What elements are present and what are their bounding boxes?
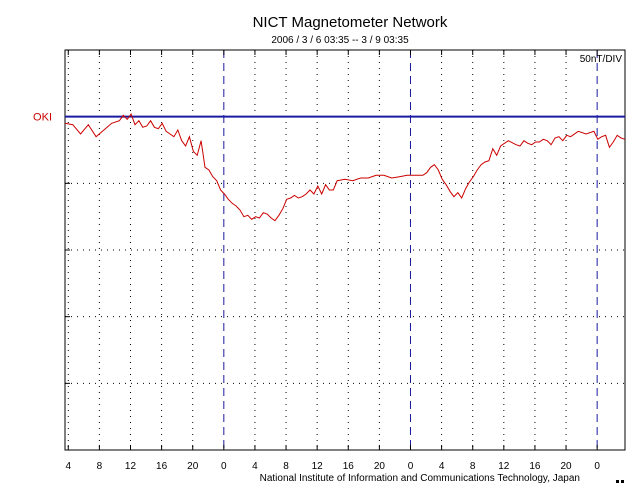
x-tick-label: 20 [187,461,199,472]
x-tick-label: 20 [560,461,572,472]
series-line-oki [64,112,626,222]
x-tick-label: 0 [594,461,600,472]
x-tick-label: 20 [374,461,386,472]
x-tick-label: 0 [408,461,414,472]
chart-title: NICT Magnetometer Network [253,14,448,31]
x-tick-label: 16 [343,461,355,472]
x-tick-label: 12 [125,461,137,472]
x-tick-label: 4 [252,461,258,472]
x-tick-label: 12 [312,461,324,472]
scale-label: 50nT/DIV [580,54,623,65]
x-tick-label: 8 [283,461,289,472]
corner-mark [616,480,624,483]
plot-frame [64,49,626,451]
x-tick-label: 0 [221,461,227,472]
grid-lines [65,50,625,450]
x-tick-label: 16 [156,461,168,472]
x-tick-label: 12 [498,461,510,472]
x-tick-label: 8 [470,461,476,472]
x-tick-label: 16 [529,461,541,472]
day-boundary-lines [223,50,598,450]
station-label-oki: OKI [33,112,52,124]
x-tick-label: 4 [439,461,445,472]
x-tick-label: 4 [65,461,71,472]
x-axis-ticks: 4 8 12 16 20 0 4 8 12 16 20 0 4 8 12 16 20 0 [65,50,600,472]
x-tick-label: 8 [97,461,103,472]
credit-text: National Institute of Information and Co… [260,473,580,484]
chart-subtitle: 2006 / 3 / 6 03:35 -- 3 / 9 03:35 [271,35,409,46]
